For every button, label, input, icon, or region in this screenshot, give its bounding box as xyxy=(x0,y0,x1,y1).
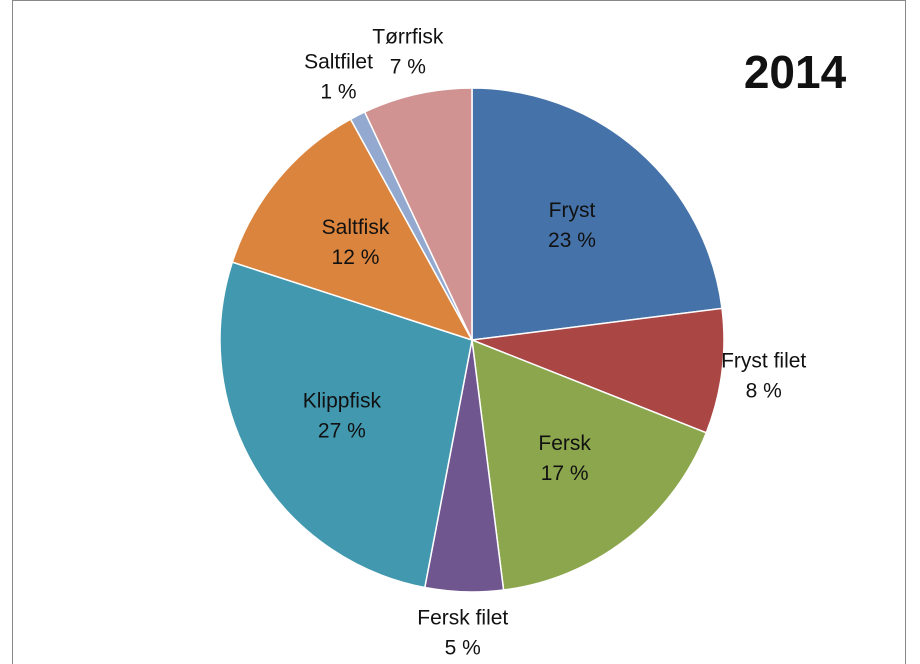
slice-label: Saltfisk xyxy=(322,216,390,239)
pie-slice xyxy=(231,118,474,342)
slice-value-label: 8 % xyxy=(746,379,782,402)
pie-slice xyxy=(219,261,473,589)
slice-label: Saltfilet xyxy=(304,51,373,74)
pie-slice xyxy=(471,87,723,341)
slice-label: Tørrfisk xyxy=(372,26,444,49)
slice-value-label: 5 % xyxy=(445,636,481,659)
pie-slice xyxy=(363,87,473,341)
slice-value-label: 17 % xyxy=(541,462,589,485)
slice-value-label: 7 % xyxy=(390,56,426,79)
slice-label: Fersk xyxy=(538,432,591,455)
slice-label: Fryst xyxy=(549,199,596,222)
slice-value-label: 12 % xyxy=(332,246,380,269)
slice-value-label: 1 % xyxy=(320,81,356,104)
slice-label: Fersk filet xyxy=(417,606,508,629)
pie-slice xyxy=(471,307,725,434)
slice-value-label: 27 % xyxy=(318,420,366,443)
slice-label: Klippfisk xyxy=(303,390,382,413)
pie-slice xyxy=(471,338,708,591)
slice-value-label: 23 % xyxy=(548,229,596,252)
chart-title: 2014 xyxy=(744,46,847,98)
slice-label: Fryst filet xyxy=(721,349,806,372)
